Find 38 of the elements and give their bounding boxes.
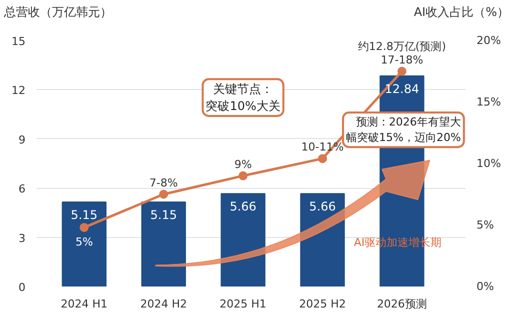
y2-tick-label: 20% xyxy=(476,34,501,47)
point xyxy=(397,66,406,76)
data-label: 9% xyxy=(234,158,252,171)
y2-tick-label: 15% xyxy=(476,96,501,108)
y2-tick-label: 5% xyxy=(476,218,494,232)
y-axis-title: 总营收（万亿韩元） xyxy=(4,4,112,21)
x-tick-label: 2024 H1 xyxy=(60,298,108,310)
x-tick-label: 2024 H2 xyxy=(140,298,187,310)
data-label: 5.15 xyxy=(150,208,177,222)
data-label: 17-18% xyxy=(380,53,424,66)
y-tick-label: 9 xyxy=(18,133,26,146)
annotation: 预测：2026年有望大幅突破15%，迈向20% xyxy=(346,116,461,144)
data-label: 12.84 xyxy=(384,82,420,96)
point xyxy=(159,190,168,199)
y-tick-label: 3 xyxy=(18,232,26,245)
point xyxy=(80,222,89,232)
x-tick-label: 2025 H1 xyxy=(220,298,266,310)
y-tick-label: 12 xyxy=(12,84,26,98)
bar xyxy=(220,193,266,286)
y-tick-label: 0 xyxy=(18,281,26,294)
y2-axis-title: AI收入占比（%） xyxy=(414,4,509,21)
data-label: 5.66 xyxy=(309,200,336,214)
y-tick-label: 6 xyxy=(18,182,26,196)
data-label: 5% xyxy=(75,235,93,248)
point xyxy=(238,171,248,180)
bar xyxy=(141,202,186,286)
y2-tick-label: 10% xyxy=(476,157,501,170)
data-label: 7-8% xyxy=(149,176,178,190)
x-tick-label: 2025 H2 xyxy=(299,298,346,310)
y2-tick-label: 0% xyxy=(476,280,494,293)
y-tick-label: 15 xyxy=(12,35,26,48)
bar xyxy=(62,202,107,286)
annotation: 约12.8万亿(预测) xyxy=(358,40,446,53)
annotation: 关键节点：突破10%大关 xyxy=(206,82,280,113)
data-label: 5.66 xyxy=(230,200,256,214)
x-tick-label: 2026预测 xyxy=(376,298,427,310)
data-label: 5.15 xyxy=(70,208,98,222)
point xyxy=(318,154,327,164)
